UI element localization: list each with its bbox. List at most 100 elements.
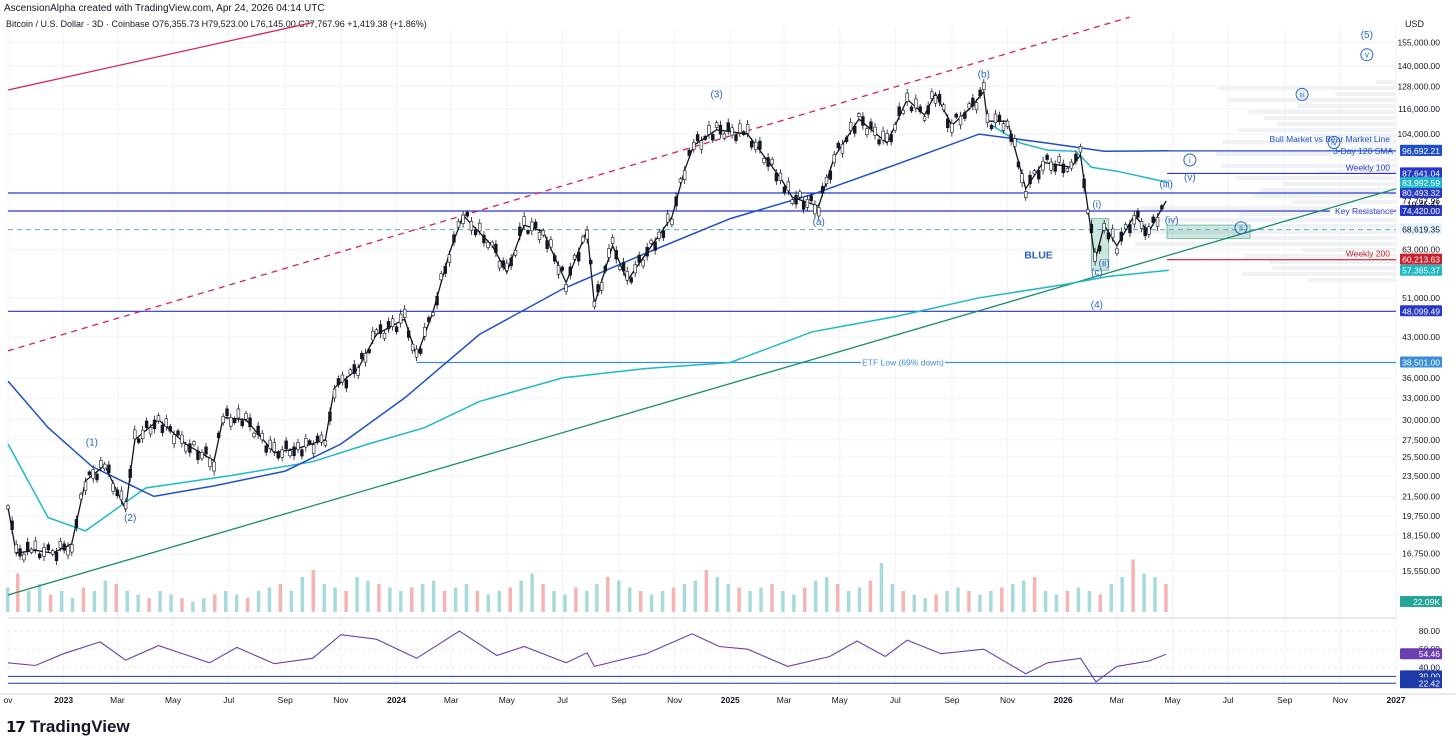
volume-bar [81,587,86,612]
candle-body [1024,191,1028,198]
volume-bar [234,594,239,612]
time-axis-tick: Sep [611,695,626,705]
volume-bar [136,594,140,612]
wave-label: (5) [1361,30,1373,41]
price-scale-tick: 25,500.00 [1402,452,1440,462]
candle-body [478,222,482,232]
price-badge: 96,692.21 [1402,146,1440,156]
key-resistance-bg [1330,204,1394,216]
candle-body [813,204,817,215]
candle-body [1119,231,1123,242]
price-badge: 83,992.59 [1402,178,1440,188]
candle-body [356,367,360,376]
candle-body [248,417,252,428]
candle-body [670,218,674,226]
candle-body [1028,174,1032,185]
price-level-label: Weekly 200 [1346,249,1391,259]
wave-label: v [1365,51,1369,60]
price-scale-tick: 33,000.00 [1402,393,1440,403]
candle-body [530,221,534,232]
candle-body [897,106,901,117]
etf-label-bg [861,356,945,368]
candle-body [692,142,696,150]
candle-body [22,553,26,561]
candle-body [782,186,787,193]
volume-bar [846,591,851,612]
candle-body [513,249,518,256]
candle-body [545,240,549,249]
candle-body [352,364,356,374]
time-axis-tick: Nov [333,695,349,705]
candle-body [394,326,399,333]
candle-body [497,260,502,269]
candle-body [963,112,967,119]
price-levels: Key Resistance ETF Low (69% down) Weekly 1… [8,134,1396,368]
candle-body [107,464,111,474]
volume-bar [1021,580,1026,612]
candle-body [196,450,200,460]
candle-body [447,254,452,264]
candle-body [865,128,869,135]
price-badge-bg [1400,305,1442,317]
volume-bar [552,591,556,612]
candle-body [828,170,833,180]
candle-body [653,241,657,251]
candle-body [997,114,1002,122]
price-scale-tick: 116,000.00 [1398,104,1440,114]
candle-body [714,122,719,128]
candle-body [614,250,618,260]
candle-body [1139,221,1144,229]
volume-bar [770,584,774,612]
candle-body [914,98,918,109]
candle-body [328,411,332,422]
volume-bar [48,594,53,612]
candle-body [848,121,853,131]
time-axis-tick: Nov [667,695,683,705]
candle-body [319,434,324,443]
candle-body [711,134,715,141]
tradingview-logo[interactable]: 17 TradingView [6,717,130,737]
volume-bar [1098,594,1103,612]
trendlines [7,16,1396,596]
candle-body [208,458,212,467]
price-scale-tick: 63,000.00 [1402,244,1440,254]
candle-body [1136,210,1140,218]
price-badge-bg [1400,144,1442,156]
candle-body [363,352,368,363]
series-line-btcusd [7,90,1167,554]
candle-body [367,348,371,354]
volume-bar [759,587,763,612]
candle-body [817,207,821,217]
volume-bar [366,580,370,612]
candle-body [99,460,103,468]
candle-body [745,124,750,134]
volume-bar [519,580,523,612]
candle-body [1093,251,1097,262]
candle-body [164,418,168,427]
volume-profile-bar [1244,254,1396,258]
volume-bar [289,591,294,612]
candle-body [54,551,59,561]
candle-body [518,226,522,237]
candle-body [1151,216,1155,223]
wave-label: (iii) [1160,179,1173,190]
candle-body [564,284,568,292]
volume-bar [1032,577,1037,612]
candle-body [1147,226,1151,235]
price-badge: 57,385.37 [1402,266,1440,276]
rsi-line [7,630,1167,683]
candle-body [431,312,435,316]
volume-bar [813,580,818,612]
price-level-label: Key Resistance [1335,206,1394,216]
volume-bar [6,587,10,612]
wave-label: (3) [710,89,722,100]
price-scale-tick: 155,000.00 [1397,37,1440,47]
candle-body [596,284,600,293]
candle-body [1128,224,1132,234]
volume-profile-bar [1216,152,1396,156]
candle-body [881,130,885,141]
volume-profile-bar [1277,122,1396,126]
price-scale-tick: 21,500.00 [1402,491,1440,501]
candle-body [184,444,188,452]
